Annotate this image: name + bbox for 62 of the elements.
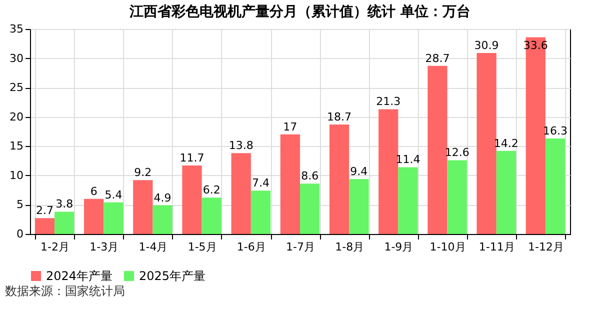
x-tick-label: 1-10月	[430, 240, 466, 254]
x-tick-label: 1-9月	[384, 240, 414, 254]
y-tick-label: 20	[10, 110, 24, 124]
bar	[329, 124, 350, 234]
bar	[84, 198, 104, 234]
data-label: 30.9	[474, 39, 499, 52]
x-tick-label: 1-7月	[286, 240, 315, 254]
bar	[428, 66, 448, 234]
bar	[54, 212, 74, 234]
bar	[476, 53, 496, 234]
bar	[545, 138, 566, 234]
y-tick-label: 30	[10, 52, 24, 65]
data-label: 6.2	[202, 184, 220, 197]
y-tick-label: 10	[10, 168, 24, 182]
bar	[447, 160, 467, 234]
x-tick-label: 1-6月	[236, 240, 266, 254]
data-label: 28.7	[425, 52, 450, 65]
bar	[349, 178, 369, 234]
bar	[202, 198, 222, 234]
bar	[526, 37, 546, 234]
bar	[496, 150, 516, 234]
legend-label: 2024年产量	[46, 269, 113, 283]
data-label: 9.2	[134, 166, 152, 180]
y-tick-label: 5	[16, 198, 24, 212]
bar	[152, 205, 172, 234]
bar	[231, 153, 251, 234]
bar	[182, 165, 202, 234]
data-label: 9.4	[350, 164, 368, 178]
legend-label: 2025年产量	[139, 269, 206, 283]
bar	[250, 190, 271, 234]
x-tick-label: 1-12月	[528, 240, 564, 254]
bar	[133, 180, 153, 234]
y-tick-label: 15	[10, 140, 24, 153]
data-label: 4.9	[154, 191, 172, 204]
bar	[378, 109, 398, 234]
data-label: 13.8	[228, 139, 254, 152]
y-tick-label: 35	[10, 22, 24, 36]
data-label: 21.3	[376, 95, 401, 108]
x-tick-label: 1-8月	[335, 240, 364, 254]
chart-title: 江西省彩色电视机产量分月（累计值）统计 单位：万台	[128, 3, 470, 20]
x-tick-label: 1-5月	[188, 240, 217, 254]
data-label: 5.4	[104, 188, 122, 202]
bar	[280, 134, 300, 234]
x-tick-label: 1-2月	[40, 240, 70, 254]
x-tick-label: 1-4月	[138, 240, 168, 254]
source-note: 数据来源：国家统计局	[5, 284, 125, 298]
data-label: 3.8	[56, 198, 74, 211]
bar	[398, 167, 418, 234]
data-label: 18.7	[327, 110, 352, 124]
bar	[34, 218, 55, 234]
x-tick-label: 1-11月	[478, 240, 515, 254]
data-label: 7.4	[252, 176, 270, 190]
x-tick-label: 1-3月	[90, 240, 119, 254]
bar	[300, 184, 320, 234]
data-label: 17	[283, 120, 298, 134]
data-label: 8.6	[301, 170, 319, 183]
y-tick-label: 0	[16, 228, 24, 240]
data-label: 2.7	[36, 204, 54, 218]
bar	[104, 202, 124, 234]
y-tick-label: 25	[10, 81, 24, 94]
data-label: 11.7	[180, 151, 204, 164]
data-label: 6	[90, 184, 98, 198]
